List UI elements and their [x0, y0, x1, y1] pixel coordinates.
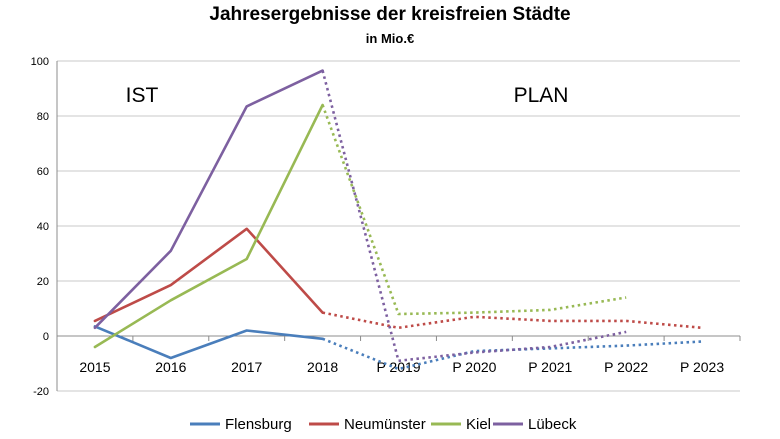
x-tick-label: P 2020	[452, 359, 496, 375]
x-tick-label: 2015	[79, 359, 110, 375]
y-tick-label: -20	[33, 386, 49, 398]
legend-label-neum-nster: Neumünster	[344, 416, 426, 433]
y-tick-label: 40	[37, 221, 49, 233]
legend-label-flensburg: Flensburg	[225, 416, 292, 433]
annotations: IST PLAN	[126, 84, 569, 107]
series-lines	[93, 69, 703, 371]
gridlines	[57, 60, 740, 392]
x-tick-label: P 2023	[680, 359, 724, 375]
x-tick-labels: 2015 2016 2017 2018 P 2019 P 2020 P 2021 P 2022…	[79, 359, 724, 375]
chart-title: Jahresergebnisse der kreisfreien Städte	[209, 4, 571, 25]
x-tick-label: 2017	[231, 359, 262, 375]
axes	[56, 61, 741, 391]
annotation-ist: IST	[126, 84, 159, 107]
x-tick-label: P 2019	[376, 359, 420, 375]
y-tick-label: 80	[37, 111, 49, 123]
series-line-l-beck-plan	[321, 70, 627, 363]
annotation-plan: PLAN	[514, 84, 569, 107]
legend: Flensburg Neumünster Kiel Lübeck	[190, 416, 577, 433]
series-line-flensburg-ist	[93, 325, 324, 360]
y-tick-label: 100	[31, 56, 49, 68]
y-tick-label: 20	[37, 276, 49, 288]
series-line-kiel-ist	[93, 103, 324, 349]
legend-label-l-beck: Lübeck	[528, 416, 577, 433]
x-tick-label: P 2021	[528, 359, 572, 375]
series-line-flensburg-plan	[322, 337, 703, 371]
series-line-neum-nster-ist	[93, 227, 324, 323]
series-line-kiel-plan	[321, 104, 627, 316]
series-line-neum-nster-plan	[322, 311, 703, 330]
y-tick-label: 60	[37, 166, 49, 178]
y-tick-labels: -20 0 20 40 60 80 100	[31, 56, 49, 398]
x-tick-label: 2018	[307, 359, 338, 375]
y-tick-label: 0	[43, 331, 49, 343]
x-tick-label: 2016	[155, 359, 186, 375]
x-tick-label: P 2022	[604, 359, 648, 375]
chart-subtitle: in Mio.€	[365, 31, 415, 46]
series-line-l-beck-ist	[93, 69, 324, 330]
legend-label-kiel: Kiel	[466, 416, 491, 433]
